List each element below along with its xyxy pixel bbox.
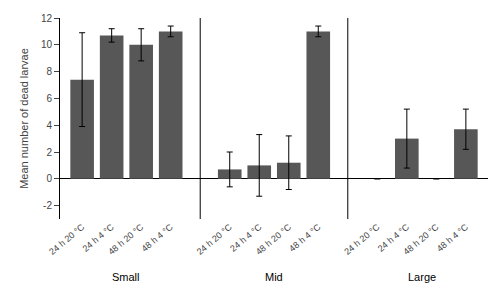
svg-text:10: 10 — [41, 39, 53, 50]
svg-text:12: 12 — [41, 13, 53, 24]
svg-text:Mean number of dead larvae: Mean number of dead larvae — [18, 48, 30, 189]
svg-text:24 h 20 °C: 24 h 20 °C — [342, 222, 381, 257]
svg-text:24 h 4 °C: 24 h 4 °C — [81, 221, 117, 253]
svg-text:48 h 4 °C: 48 h 4 °C — [140, 221, 176, 253]
svg-text:Mid: Mid — [265, 271, 283, 283]
svg-text:24 h 4 °C: 24 h 4 °C — [376, 221, 412, 253]
svg-text:24 h 20 °C: 24 h 20 °C — [47, 222, 86, 257]
svg-text:6: 6 — [46, 93, 52, 104]
svg-text:24 h 20 °C: 24 h 20 °C — [195, 222, 234, 257]
svg-text:48 h 20 °C: 48 h 20 °C — [106, 222, 145, 257]
svg-text:8: 8 — [46, 66, 52, 77]
svg-text:Large: Large — [408, 271, 436, 283]
svg-text:4: 4 — [46, 120, 52, 131]
svg-text:48 h 4 °C: 48 h 4 °C — [435, 221, 471, 253]
svg-text:-2: -2 — [43, 200, 52, 211]
svg-text:24 h 4 °C: 24 h 4 °C — [228, 221, 264, 253]
svg-text:0: 0 — [46, 173, 52, 184]
svg-text:48 h 20 °C: 48 h 20 °C — [401, 222, 440, 257]
svg-text:2: 2 — [46, 147, 52, 158]
svg-text:Small: Small — [112, 271, 140, 283]
svg-text:48 h 20 °C: 48 h 20 °C — [254, 222, 293, 257]
svg-text:48 h 4 °C: 48 h 4 °C — [287, 221, 323, 253]
